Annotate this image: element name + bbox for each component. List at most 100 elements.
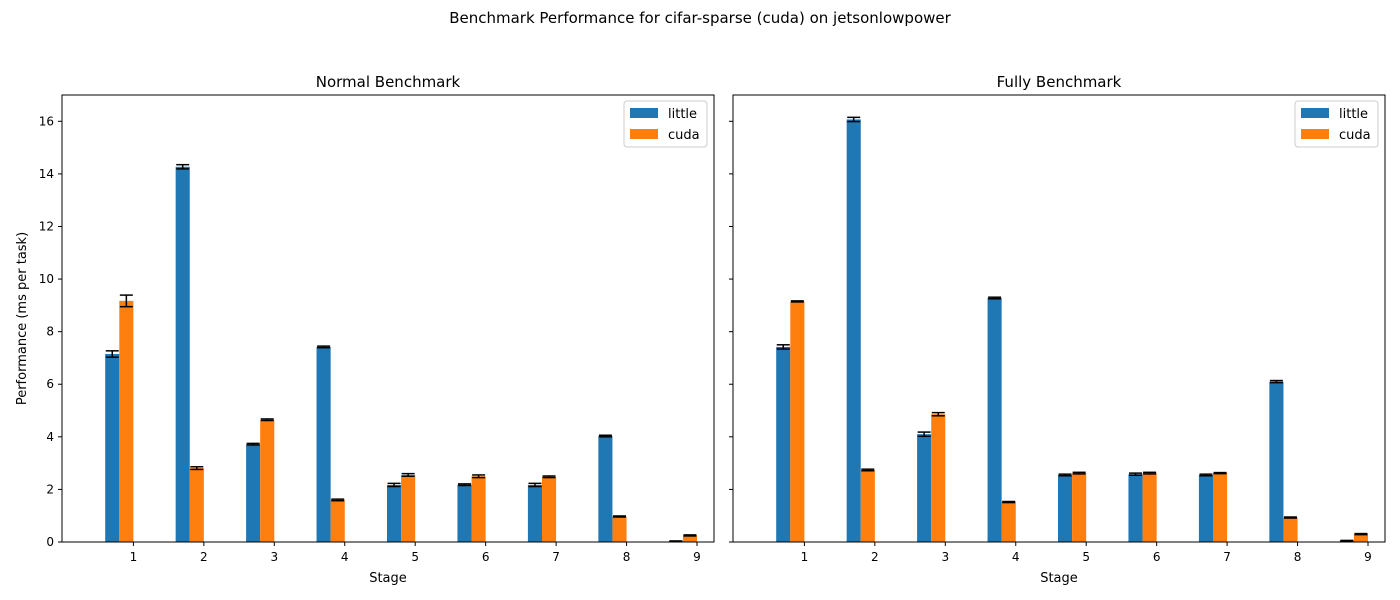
legend-swatch-little [630,108,658,118]
bar-little-stage-8 [598,436,613,542]
y-tick-label: 16 [39,114,54,128]
bar-little-stage-1 [105,353,120,542]
errorbar-little-stage-1 [105,350,119,358]
errorbar-cuda-stage-7 [542,475,556,479]
x-axis-label: Stage [1040,571,1078,586]
y-tick-label: 10 [39,272,54,286]
bar-little-stage-7 [527,484,542,542]
bar-cuda-stage-5 [1072,473,1087,542]
bar-little-stage-5 [387,484,402,542]
x-tick-label: 6 [482,550,490,564]
bar-cuda-stage-7 [542,476,557,542]
bar-cuda-stage-1 [790,301,805,542]
legend-label-little: little [668,107,697,122]
y-tick-label: 0 [46,535,54,549]
y-tick-label: 8 [46,325,54,339]
axes-frame [61,94,715,543]
legend: little cuda [1294,100,1379,148]
x-tick-label: 7 [552,550,560,564]
errorbar-cuda-stage-3 [260,418,274,422]
x-tick-label: 2 [871,550,879,564]
errorbar-cuda-stage-6 [1143,471,1157,475]
y-tick-label: 12 [39,219,54,233]
bar-cuda-stage-2 [860,469,875,542]
x-tick-label: 3 [941,550,949,564]
errorbar-little-stage-7 [528,482,542,488]
bar-little-stage-3 [246,444,261,542]
errorbar-cuda-stage-5 [1072,471,1086,475]
x-tick-label: 1 [801,550,809,564]
x-tick-label: 1 [130,550,138,564]
bar-cuda-stage-4 [330,499,345,542]
errorbar-little-stage-8 [598,434,612,438]
x-tick-label: 4 [1012,550,1020,564]
bar-little-stage-1 [776,346,791,542]
x-tick-label: 5 [1082,550,1090,564]
errorbar-little-stage-9 [669,540,683,543]
legend-swatch-little [1301,108,1329,118]
bar-cuda-stage-8 [612,516,627,542]
bar-cuda-stage-5 [401,474,416,542]
errorbar-cuda-stage-2 [190,466,204,471]
x-tick-label: 4 [341,550,349,564]
figure-title: Benchmark Performance for cifar-sparse (… [449,9,951,27]
x-axis-label: Stage [369,571,407,586]
x-tick-label: 3 [270,550,278,564]
bar-cuda-stage-6 [1142,473,1157,542]
legend: little cuda [623,100,708,148]
x-tick-label: 9 [1364,550,1372,564]
errorbar-cuda-stage-7 [1213,471,1227,475]
chart-title: Normal Benchmark [316,73,461,91]
bar-little-stage-8 [1269,381,1284,542]
errorbar-cuda-stage-6 [472,474,486,479]
errorbar-little-stage-7 [1199,473,1213,477]
legend-label-little: little [1339,107,1368,122]
errorbar-little-stage-5 [1058,473,1072,477]
y-tick-label: 4 [46,430,54,444]
bar-cuda-stage-7 [1213,473,1228,542]
bar-cuda-stage-3 [260,419,275,542]
errorbar-cuda-stage-8 [1284,516,1297,519]
chart-title: Fully Benchmark [997,73,1122,91]
errorbar-little-stage-3 [917,431,931,438]
errorbar-cuda-stage-4 [331,498,345,502]
bar-little-stage-6 [1128,474,1143,542]
bar-little-stage-2 [846,119,861,543]
errorbar-little-stage-1 [776,344,790,350]
chart-panel-2: Fully Benchmark 1 2 3 4 5 6 7 8 9 Stage little cuda [729,73,1386,586]
bar-cuda-stage-1 [119,300,134,542]
errorbar-little-stage-3 [246,442,260,446]
errorbar-little-stage-2 [176,163,190,170]
errorbar-little-stage-8 [1269,379,1283,384]
errorbar-cuda-stage-5 [401,472,415,478]
errorbar-cuda-stage-1 [119,294,133,308]
errorbar-cuda-stage-3 [931,411,945,417]
legend-label-cuda: cuda [1339,128,1371,143]
errorbar-cuda-stage-4 [1002,500,1016,504]
errorbar-little-stage-2 [847,116,861,123]
errorbar-little-stage-4 [988,296,1002,300]
x-tick-label: 2 [200,550,208,564]
bar-cuda-stage-9 [682,535,697,542]
bar-little-stage-6 [457,484,472,542]
bar-little-stage-7 [1198,474,1213,542]
errorbar-little-stage-6 [458,483,471,487]
x-tick-label: 7 [1223,550,1231,564]
errorbar-little-stage-4 [317,345,331,349]
y-tick-label: 14 [39,167,54,181]
errorbar-little-stage-9 [1340,539,1354,542]
legend-swatch-cuda [1301,129,1329,139]
errorbar-cuda-stage-1 [790,300,804,303]
x-tick-label: 9 [693,550,701,564]
bar-cuda-stage-8 [1283,517,1298,542]
y-tick-label: 6 [46,377,54,391]
bar-little-stage-3 [917,434,932,542]
x-tick-label: 8 [623,550,631,564]
errorbar-cuda-stage-9 [1354,532,1368,536]
x-tick-label: 6 [1153,550,1161,564]
legend-label-cuda: cuda [668,128,700,143]
bar-little-stage-4 [316,346,331,542]
bar-cuda-stage-3 [931,414,946,542]
